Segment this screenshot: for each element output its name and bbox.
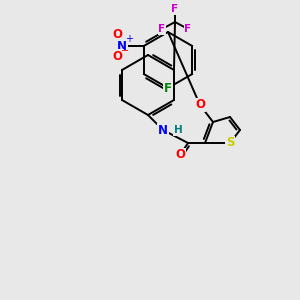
Text: −: − <box>121 46 129 56</box>
Text: O: O <box>195 98 205 112</box>
Text: S: S <box>226 136 234 149</box>
Text: F: F <box>158 24 166 34</box>
Text: N: N <box>117 40 127 52</box>
Text: F: F <box>171 4 178 14</box>
Text: H: H <box>174 125 182 135</box>
Text: F: F <box>184 24 192 34</box>
Text: O: O <box>175 148 185 161</box>
Text: O: O <box>113 50 123 62</box>
Text: N: N <box>158 124 168 136</box>
Text: +: + <box>125 34 133 44</box>
Text: F: F <box>164 82 172 94</box>
Text: O: O <box>113 28 123 40</box>
